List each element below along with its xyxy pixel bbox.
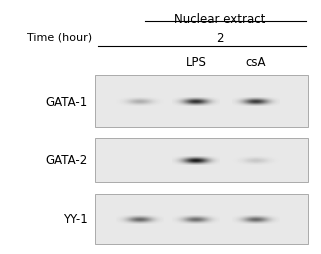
Text: YY-1: YY-1 <box>63 213 88 226</box>
Bar <box>95 138 308 182</box>
Text: Time (hour): Time (hour) <box>27 33 92 43</box>
Bar <box>95 194 308 244</box>
Text: csA: csA <box>246 55 266 68</box>
Text: GATA-2: GATA-2 <box>46 154 88 167</box>
Bar <box>95 76 308 128</box>
Text: LPS: LPS <box>186 55 206 68</box>
Text: GATA-1: GATA-1 <box>46 95 88 108</box>
Text: 2: 2 <box>216 31 224 44</box>
Text: Nuclear extract: Nuclear extract <box>174 13 266 26</box>
